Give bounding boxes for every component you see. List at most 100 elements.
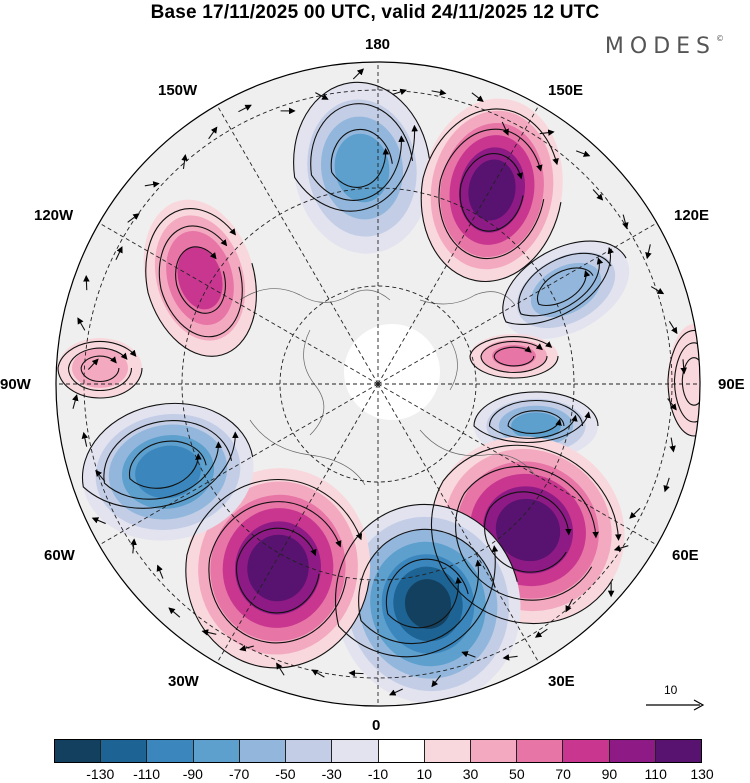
wind-arrow	[81, 431, 89, 447]
colorbar-swatch	[239, 740, 287, 762]
colorbar-swatch	[101, 740, 148, 762]
wind-arrow	[95, 469, 106, 482]
coastline-segment	[303, 329, 325, 436]
streamline-central-siberia-high	[469, 336, 559, 379]
streamline-pacific-low-west	[67, 347, 133, 392]
anomaly-contour-north-america-high	[177, 246, 223, 310]
wind-arrow	[208, 126, 218, 140]
streamline-ural-low	[473, 391, 599, 444]
streamline-west-asia-weak-high	[673, 342, 700, 423]
anomaly-contour-gulf-of-alaska-low	[334, 133, 390, 203]
colorbar-tick-label: 50	[509, 766, 525, 782]
wind-arrow	[668, 321, 678, 335]
colorbar-swatch	[147, 740, 194, 762]
coastline-segment	[249, 419, 366, 486]
anomaly-contour-east-europe-high	[495, 498, 561, 562]
colorbar-swatch	[609, 740, 656, 762]
lon-label-30w: 30W	[168, 673, 199, 690]
wind-arrow	[83, 275, 90, 291]
streamline-greenland-labrador-low	[82, 402, 254, 509]
anomaly-contour-kamchatka-high	[468, 159, 516, 221]
wind-arrow	[502, 654, 518, 661]
wind-arrow	[238, 104, 252, 113]
streamline-kamchatka-high	[459, 153, 524, 232]
streamline-europe-low	[358, 528, 496, 645]
wind-arrow	[201, 629, 217, 636]
colorbar-tick-label: -30	[321, 766, 342, 782]
colorbar-tick-label: 30	[462, 766, 479, 782]
wind-arrow	[130, 538, 137, 554]
wind-arrow	[501, 121, 509, 136]
colorbar-tick-label: 110	[644, 766, 667, 782]
colorbar-swatch	[655, 740, 702, 762]
lon-label-90e: 90E	[718, 376, 745, 393]
meridian-line	[377, 383, 540, 664]
lon-label-60w: 60W	[44, 547, 75, 564]
brand-text: MODES	[604, 34, 716, 59]
colorbar-tick-label: 90	[601, 766, 618, 782]
streamline-central-siberia-high	[480, 340, 548, 374]
wind-arrow	[663, 477, 670, 493]
streamline-north-atlantic-high	[235, 527, 320, 614]
colorbar-tick-label: -110	[133, 766, 161, 782]
wind-arrow	[669, 437, 676, 453]
lon-label-120e: 120E	[674, 207, 710, 224]
colorbar-swatch	[332, 740, 379, 762]
streamline-pacific-low-west	[57, 340, 143, 399]
streamline-central-siberia-high	[493, 345, 535, 367]
anomaly-contour-greenland-labrador-low	[135, 445, 201, 499]
colorbar-tick-label: -70	[229, 766, 250, 782]
meridian-line	[216, 383, 379, 664]
copyright-mark: ©	[716, 34, 724, 43]
wind-arrow	[389, 688, 403, 696]
coastlines	[239, 288, 536, 486]
wind-arrow	[575, 150, 591, 157]
lon-label-30e: 30E	[548, 673, 575, 690]
modes-logo: MODES©	[605, 34, 724, 59]
anomaly-contour-ural-low	[511, 412, 561, 440]
streamline-gulf-of-alaska-low	[330, 128, 393, 188]
colorbar-swatch	[193, 740, 240, 762]
lon-label-180: 180	[365, 36, 391, 53]
meridian-line	[216, 104, 379, 385]
streamline-north-atlantic-high	[185, 478, 370, 669]
colorbar	[54, 739, 702, 763]
streamline-pacific-low-west	[80, 355, 120, 382]
wind-arrow	[539, 129, 555, 136]
meridian-line	[98, 383, 379, 546]
streamline-north-atlantic-high	[208, 501, 347, 644]
colorbar-swatch	[517, 740, 564, 762]
lon-label-60e: 60E	[672, 547, 699, 564]
chart-title: Base 17/11/2025 00 UTC, valid 24/11/2025…	[150, 2, 600, 23]
meridian-line	[377, 383, 658, 546]
colorbar-swatch	[424, 740, 471, 762]
wind-arrow	[650, 286, 665, 295]
coastline-segment	[239, 288, 391, 303]
wind-arrow	[72, 394, 79, 409]
anomaly-contour-east-siberia-low	[530, 262, 602, 318]
anomaly-contour-europe-low	[404, 579, 452, 629]
streamline-ural-low	[488, 399, 584, 439]
reference-vector-label: 10	[664, 683, 678, 697]
wind-arrow	[311, 669, 325, 678]
colorbar-tick-label: 130	[690, 766, 714, 782]
polar-cap-neutral	[344, 324, 440, 420]
wind-arrow	[276, 662, 285, 676]
wind-arrow	[156, 564, 164, 579]
streamline-east-siberia-low	[502, 240, 627, 325]
wind-arrow	[352, 68, 364, 80]
colorbar-swatch	[378, 740, 425, 762]
colorbar-tick-label: -130	[86, 766, 115, 782]
anomaly-field	[58, 82, 700, 704]
colorbar-swatch	[55, 740, 102, 762]
wind-arrow	[431, 89, 447, 96]
streamline-gulf-of-alaska-low	[310, 103, 414, 201]
wind-arrow	[534, 628, 548, 638]
reference-vector-arrow	[646, 699, 705, 711]
colorbar-swatch	[286, 740, 333, 762]
colorbar-swatch	[470, 740, 518, 762]
wind-arrow	[471, 92, 484, 103]
streamline-east-siberia-low	[518, 252, 612, 317]
meridian-line	[377, 104, 540, 385]
wind-arrow	[127, 213, 140, 223]
